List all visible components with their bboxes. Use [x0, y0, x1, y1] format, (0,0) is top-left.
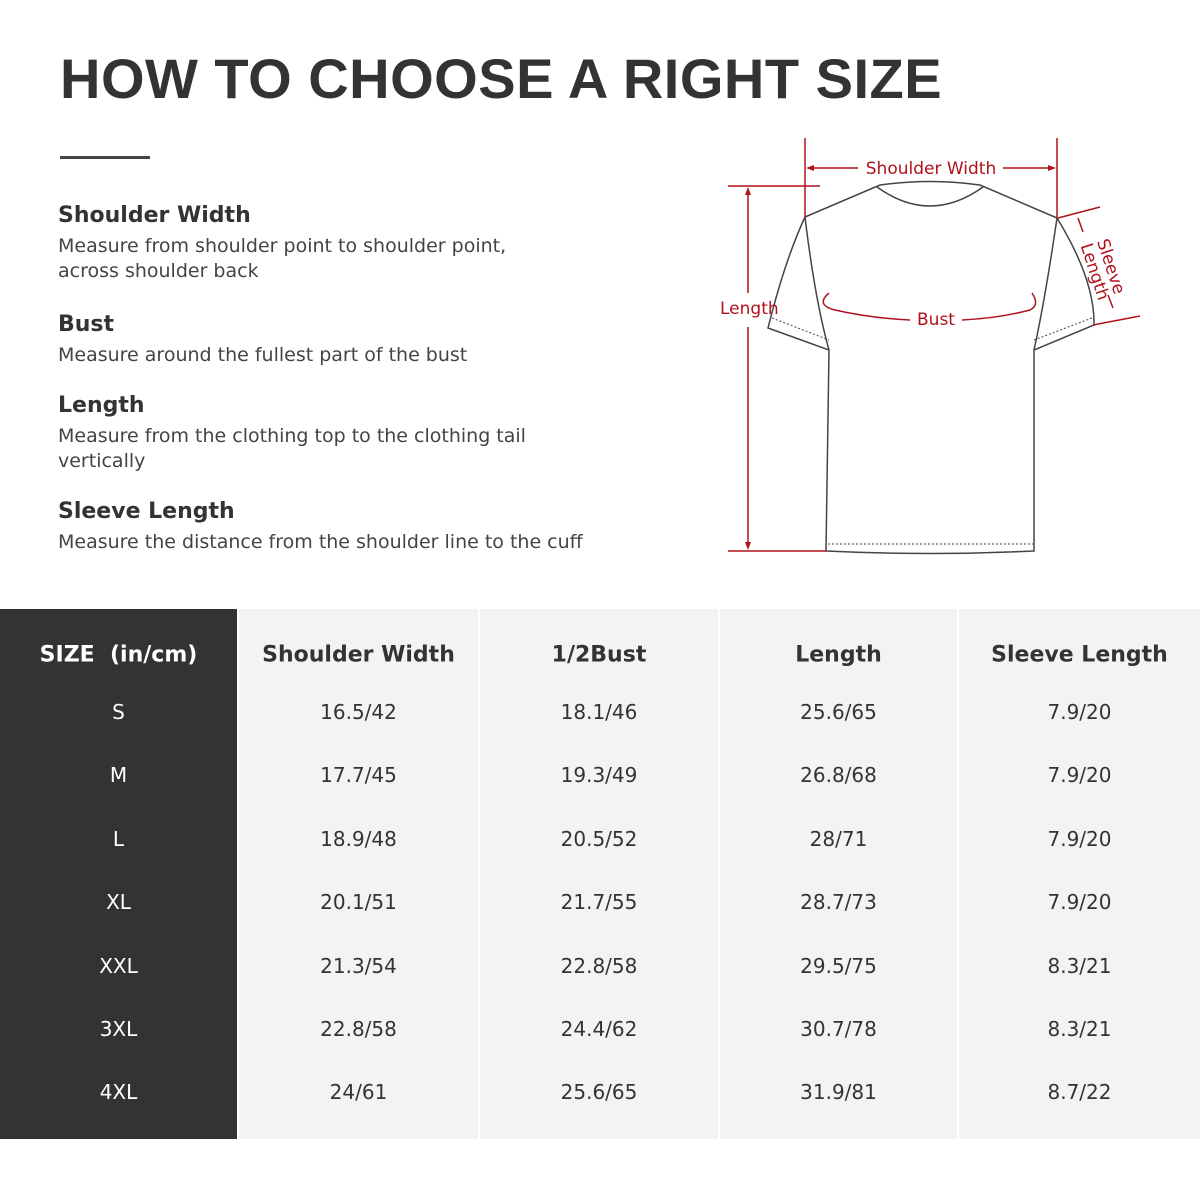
cell-half-bust: 18.1/46: [560, 700, 638, 724]
cell-length: 28/71: [809, 826, 868, 851]
cell-half-bust: 19.3/49: [560, 763, 638, 788]
cell-sleeve-length: 7.9/20: [1047, 700, 1112, 724]
cell-sleeve-length: 7.9/20: [1047, 890, 1112, 915]
cell-length: 25.6/65: [800, 700, 877, 724]
definition-length: Length Measure from the clothing top to …: [58, 393, 618, 474]
divider: [60, 156, 150, 159]
header-shoulder-width: Shoulder Width: [262, 642, 455, 668]
cell-half-bust: 24.4/62: [560, 1017, 638, 1041]
measurement-lines: [728, 138, 1141, 552]
size-column: SIZE (in/cm) S M L XL XXL 3XL 4XL: [0, 609, 237, 1139]
cell-half-bust: 20.5/52: [560, 826, 638, 851]
cell-half-bust: 25.6/65: [560, 1080, 638, 1105]
cell-size: L: [112, 826, 125, 851]
cell-shoulder-width: 16.5/42: [320, 700, 397, 724]
cell-length: 28.7/73: [800, 890, 877, 915]
cell-shoulder-width: 21.3/54: [320, 953, 397, 978]
cell-length: 26.8/68: [800, 763, 877, 788]
cell-shoulder-width: 20.1/51: [320, 890, 397, 915]
header-half-bust: 1/2Bust: [551, 642, 647, 668]
tshirt-outline: [767, 180, 1095, 555]
cell-length: 31.9/81: [800, 1080, 877, 1105]
cell-length: 30.7/78: [800, 1017, 877, 1041]
cell-size: M: [109, 763, 128, 788]
cell-sleeve-length: 7.9/20: [1047, 826, 1112, 851]
header-length: Length: [795, 642, 882, 668]
definition-term: Shoulder Width: [58, 203, 251, 228]
half-bust-column: 1/2Bust 18.1/46 19.3/49 20.5/52 21.7/55 22.8/…: [480, 609, 718, 1139]
tshirt-diagram: Shoulder Width Length Bust Sleeve Length: [720, 138, 1141, 555]
length-column: Length 25.6/65 26.8/68 28/71 28.7/73 29.5/75 3…: [720, 609, 957, 1139]
header-size: SIZE (in/cm): [39, 642, 198, 668]
definition-desc: Measure around the fullest part of the b…: [58, 344, 468, 366]
cell-size: S: [112, 700, 125, 724]
definition-sleeve-length: Sleeve Length Measure the distance from …: [58, 499, 618, 555]
page-title: HOW TO CHOOSE A RIGHT SIZE: [60, 47, 943, 110]
cell-sleeve-length: 8.7/22: [1047, 1080, 1112, 1105]
definition-desc: Measure the distance from the shoulder l…: [58, 531, 583, 553]
cell-size: XL: [106, 890, 131, 915]
length-label: Length: [720, 299, 779, 319]
cell-shoulder-width: 17.7/45: [320, 763, 397, 788]
cell-size: 3XL: [99, 1017, 138, 1041]
cell-sleeve-length: 7.9/20: [1047, 763, 1112, 788]
definition-desc: Measure from shoulder point to shoulder …: [58, 235, 507, 282]
sleeve-length-column: Sleeve Length 7.9/20 7.9/20 7.9/20 7.9/20 8.3…: [959, 609, 1200, 1139]
cell-length: 29.5/75: [800, 953, 877, 978]
shoulder-width-column: Shoulder Width 16.5/42 17.7/45 18.9/48 20.1/…: [239, 609, 478, 1139]
cell-shoulder-width: 18.9/48: [320, 826, 397, 851]
definition-shoulder-width: Shoulder Width Measure from shoulder poi…: [58, 203, 618, 284]
cell-half-bust: 21.7/55: [560, 890, 638, 915]
cell-half-bust: 22.8/58: [560, 953, 638, 978]
definition-term: Length: [58, 393, 145, 418]
shoulder-width-label: Shoulder Width: [866, 159, 997, 179]
size-table: SIZE (in/cm) S M L XL XXL 3XL 4XL Shoulder Widt…: [0, 609, 1200, 1139]
cell-sleeve-length: 8.3/21: [1047, 1017, 1112, 1041]
bust-label: Bust: [917, 310, 955, 330]
definition-bust: Bust Measure around the fullest part of …: [58, 312, 618, 368]
cell-sleeve-length: 8.3/21: [1047, 953, 1112, 978]
definition-term: Bust: [58, 312, 115, 337]
cell-shoulder-width: 22.8/58: [320, 1017, 397, 1041]
cell-shoulder-width: 24/61: [329, 1080, 388, 1105]
definition-desc: Measure from the clothing top to the clo…: [58, 425, 526, 472]
cell-size: 4XL: [99, 1080, 138, 1105]
definition-term: Sleeve Length: [58, 499, 235, 524]
cell-size: XXL: [99, 953, 138, 978]
header-sleeve-length: Sleeve Length: [991, 642, 1168, 668]
